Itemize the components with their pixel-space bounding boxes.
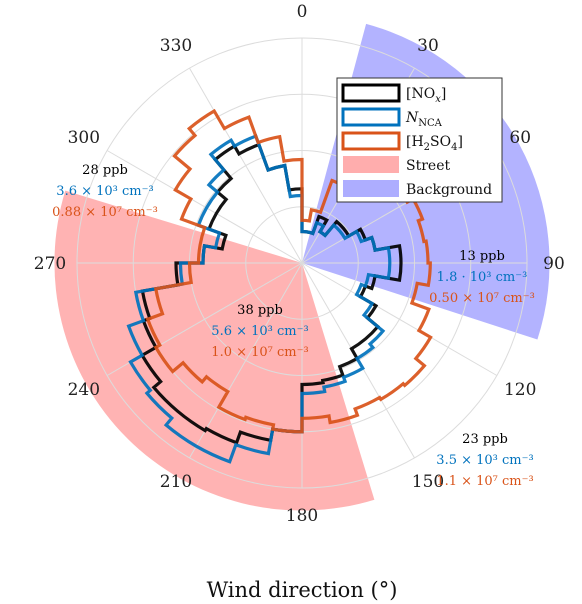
tick-label-210: 210 (160, 472, 192, 492)
tick-label-90: 90 (543, 254, 565, 274)
annotation-a130: 23 ppb 3.5 × 10³ cm⁻³ 1.1 × 10⁷ cm⁻³ (436, 432, 533, 489)
annotation-line: 1.0 × 10⁷ cm⁻³ (211, 345, 308, 360)
annotation-line: 13 ppb (459, 249, 505, 264)
angular-tick-labels: 0 30 60 90 120 150 180 210 240 270 300 330 (34, 2, 565, 526)
legend-item-h2so4: [H2SO4] (341, 131, 463, 153)
x-axis-label: Wind direction (°) (207, 578, 398, 602)
legend-item-background: Background (343, 180, 492, 198)
tick-label-330: 330 (160, 36, 192, 56)
grid-spoke-330 (189, 67, 303, 264)
legend-swatch (341, 131, 401, 151)
legend-label: Background (406, 182, 492, 198)
annotation-line: 38 ppb (237, 303, 283, 318)
annotation-line: 0.88 × 10⁷ cm⁻³ (52, 205, 158, 220)
grid-spoke-210 (189, 262, 303, 459)
annotation-line: 5.6 × 10³ cm⁻³ (211, 324, 308, 339)
tick-label-270: 270 (34, 254, 66, 274)
tick-label-0: 0 (297, 2, 308, 22)
annotation-line: 0.50 × 10⁷ cm⁻³ (429, 291, 535, 306)
legend-swatch (343, 180, 399, 197)
tick-label-300: 300 (68, 128, 100, 148)
annotation-a230: 38 ppb 5.6 × 10³ cm⁻³ 1.0 × 10⁷ cm⁻³ (211, 303, 308, 360)
annotations: 28 ppb 3.6 × 10³ cm⁻³ 0.88 × 10⁷ cm⁻³ 13 pp… (52, 163, 535, 489)
tick-label-120: 120 (504, 380, 536, 400)
legend-label: NNCA (405, 110, 443, 129)
legend-label: Street (406, 158, 450, 174)
annotation-a300: 28 ppb 3.6 × 10³ cm⁻³ 0.88 × 10⁷ cm⁻³ (52, 163, 158, 220)
tick-label-150: 150 (412, 472, 444, 492)
legend-swatch (341, 107, 401, 127)
annotation-line: 1.1 × 10⁷ cm⁻³ (436, 474, 533, 489)
annotation-line: 1.8 · 10³ cm⁻³ (437, 270, 528, 285)
annotation-line: 23 ppb (462, 432, 508, 447)
legend-item-nnca: NNCA (341, 107, 443, 129)
annotation-a90: 13 ppb 1.8 · 10³ cm⁻³ 0.50 × 10⁷ cm⁻³ (429, 249, 535, 306)
tick-label-240: 240 (68, 380, 100, 400)
legend-item-street: Street (343, 156, 450, 174)
tick-label-60: 60 (509, 128, 531, 148)
annotation-line: 3.5 × 10³ cm⁻³ (436, 453, 533, 468)
annotation-line: 28 ppb (82, 163, 128, 178)
legend-swatch (343, 156, 399, 173)
annotation-line: 3.6 × 10³ cm⁻³ (56, 184, 153, 199)
tick-label-180: 180 (286, 506, 318, 526)
legend-label: [H2SO4] (406, 134, 463, 153)
grid-spoke-120 (301, 262, 498, 376)
legend-swatch (341, 83, 401, 103)
tick-label-30: 30 (417, 36, 439, 56)
grid-spoke-300 (106, 150, 303, 264)
